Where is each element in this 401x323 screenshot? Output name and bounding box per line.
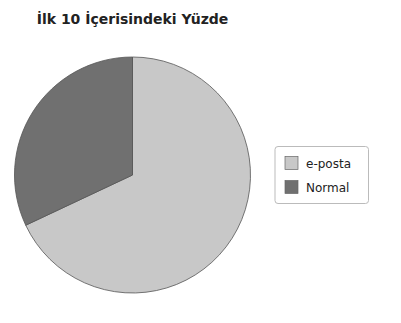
background — [0, 0, 401, 323]
legend-swatch — [285, 157, 298, 170]
title: İlk 10 İçerisindeki Yüzde — [37, 11, 229, 27]
legend-frame — [275, 147, 369, 204]
chart: İlk 10 İçerisindeki Yüzde e-posta Normal — [0, 0, 401, 323]
legend-label: e-posta — [306, 157, 351, 171]
pie — [14, 57, 250, 293]
legend: e-posta Normal — [275, 147, 369, 204]
legend-label: Normal — [306, 181, 349, 195]
chart-container: İlk 10 İçerisindeki Yüzde e-posta Normal — [0, 0, 401, 323]
pie-slice — [14, 57, 132, 225]
legend-swatch — [285, 181, 298, 194]
